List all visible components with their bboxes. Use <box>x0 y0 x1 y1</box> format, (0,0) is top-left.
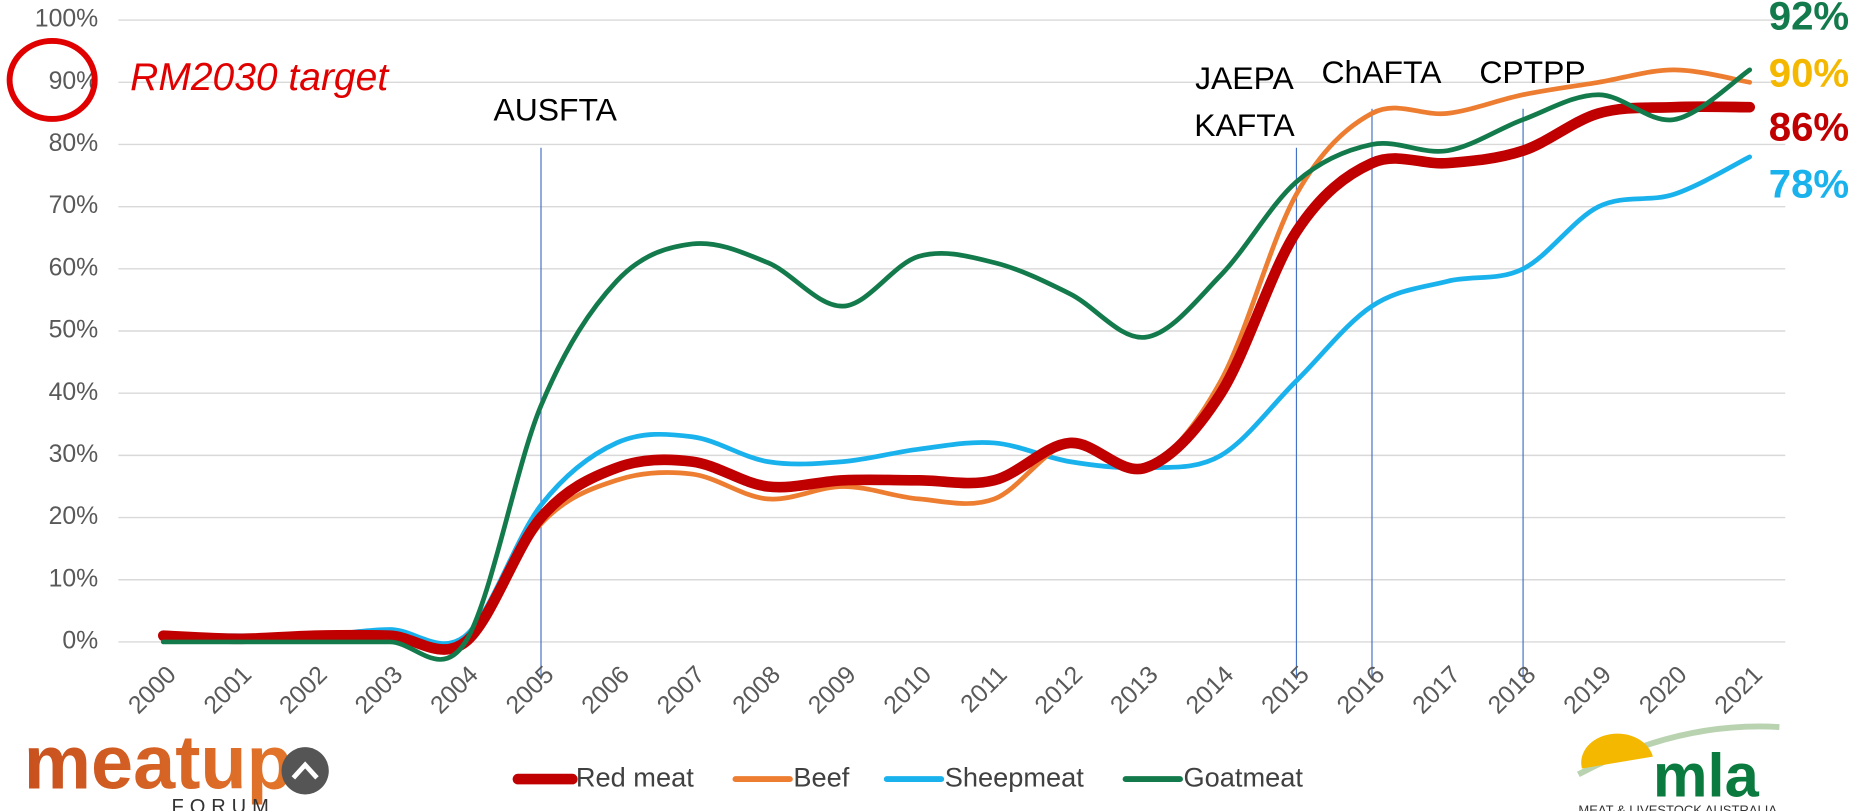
x-tick-label: 2005 <box>501 661 559 719</box>
target-label: RM2030 target <box>130 56 390 99</box>
x-tick-label: 2016 <box>1332 661 1390 719</box>
y-tick-label: 90% <box>49 68 99 95</box>
logo-icon <box>281 747 329 795</box>
annotation-label: ChAFTA <box>1321 54 1442 90</box>
series-line <box>160 67 1753 662</box>
series-line <box>157 101 1756 655</box>
x-tick-label: 2012 <box>1030 661 1088 719</box>
y-tick-label: 60% <box>49 254 99 281</box>
x-tick-label: 2007 <box>652 661 710 719</box>
x-tick-label: 2014 <box>1181 661 1239 719</box>
x-tick-label: 2017 <box>1408 661 1466 719</box>
x-tick-label: 2013 <box>1106 661 1164 719</box>
logo-sun <box>1581 733 1653 769</box>
y-tick-label: 0% <box>62 628 98 655</box>
x-tick-label: 2006 <box>577 661 635 719</box>
series-line <box>160 154 1753 646</box>
x-tick-label: 2001 <box>199 661 257 719</box>
y-tick-label: 10% <box>49 565 99 592</box>
x-tick-label: 2010 <box>879 661 937 719</box>
annotation-label: AUSFTA <box>493 92 617 128</box>
logo-text: mla <box>1653 741 1760 810</box>
target-circle <box>6 37 98 122</box>
logo-sub: MEAT & LIVESTOCK AUSTRALIA <box>1578 802 1777 811</box>
y-tick-label: 30% <box>49 441 99 468</box>
annotation-label: KAFTA <box>1194 107 1295 143</box>
logo-text: meatup <box>24 721 293 805</box>
legend-label: Sheepmeat <box>945 761 1085 792</box>
x-tick-label: 2020 <box>1634 661 1692 719</box>
y-tick-label: 70% <box>49 192 99 219</box>
legend-label: Goatmeat <box>1184 761 1304 792</box>
x-tick-label: 2002 <box>275 661 333 719</box>
x-tick-label: 2000 <box>124 661 182 719</box>
x-tick-label: 2018 <box>1483 661 1541 719</box>
y-tick-label: 50% <box>49 317 99 344</box>
annotation-label: CPTPP <box>1479 54 1585 90</box>
x-tick-label: 2009 <box>803 661 861 719</box>
grid <box>118 19 1786 643</box>
x-tick-label: 2015 <box>1257 661 1315 719</box>
y-tick-label: 40% <box>49 379 99 406</box>
legend-label: Red meat <box>576 761 694 792</box>
x-tick-label: 2021 <box>1710 661 1768 719</box>
plot <box>157 67 1756 680</box>
y-tick-label: 100% <box>35 6 98 33</box>
end-label: 92% <box>1769 0 1849 39</box>
y-tick-label: 80% <box>49 130 99 157</box>
end-label: 78% <box>1769 161 1849 206</box>
logo-sub: FORUM <box>172 796 275 811</box>
legend-label: Beef <box>793 761 849 792</box>
x-tick-label: 2011 <box>956 661 1013 718</box>
x-tick-label: 2003 <box>350 661 408 719</box>
end-label: 90% <box>1769 50 1849 95</box>
x-tick-label: 2008 <box>728 661 786 719</box>
annotation-label: JAEPA <box>1195 60 1294 96</box>
x-tick-label: 2004 <box>426 661 484 719</box>
logo-icon <box>291 761 319 780</box>
end-label: 86% <box>1769 105 1849 150</box>
y-tick-label: 20% <box>49 503 99 530</box>
x-tick-label: 2019 <box>1559 661 1617 719</box>
